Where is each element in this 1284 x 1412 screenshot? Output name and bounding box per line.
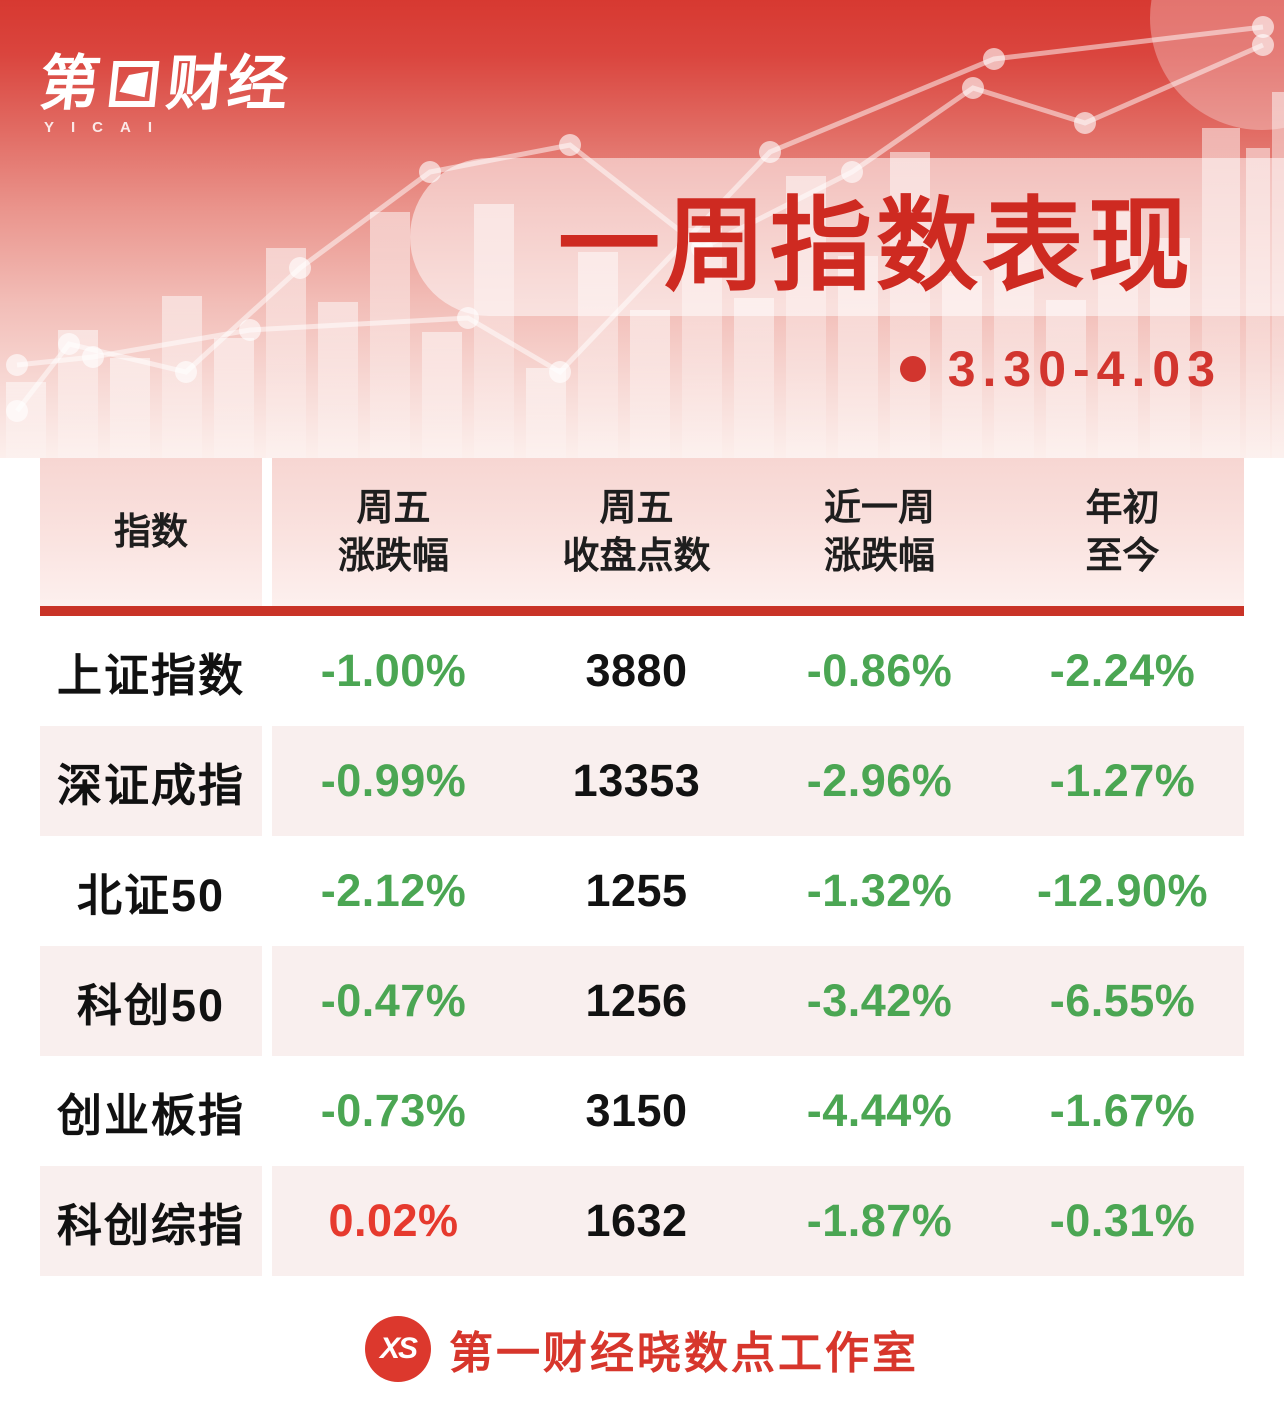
bullet-icon — [899, 356, 926, 382]
studio-name: 第一财经晓数点工作室 — [449, 1329, 919, 1378]
column-header-line: 指数 — [114, 510, 188, 552]
fri-change-cell: -0.73% — [320, 1085, 467, 1136]
column-header-fri-close: 周五 收盘点数 — [515, 458, 758, 606]
ytd-cell: -2.24% — [1049, 645, 1196, 696]
hero-background: 第 财经 YICAI 一周指数表现 3.30-4.03 — [0, 0, 1284, 458]
date-range-text: 3.30-4.03 — [947, 341, 1222, 397]
close-points-cell: 3150 — [585, 1085, 688, 1136]
index-name-cell: 深证成指 — [40, 726, 272, 836]
index-name-cell: 上证指数 — [40, 616, 272, 726]
close-points-cell: 1632 — [585, 1195, 688, 1246]
index-name-cell: 科创50 — [40, 946, 272, 1056]
column-header-line: 涨跌幅 — [338, 535, 449, 576]
column-header-line: 涨跌幅 — [824, 535, 935, 576]
brand-en: YICAI — [44, 119, 170, 136]
close-points-cell: 1256 — [585, 975, 688, 1026]
column-header-line: 年初 — [1085, 486, 1160, 528]
fri-change-cell: 0.02% — [328, 1195, 459, 1246]
table-row: 科创50 -0.47% 1256 -3.42% -6.55% — [40, 946, 1244, 1056]
index-name-cell: 科创综指 — [40, 1166, 272, 1276]
title-banner: 一周指数表现 — [410, 158, 1284, 316]
table-row: 科创综指 0.02% 1632 -1.87% -0.31% — [40, 1166, 1244, 1276]
column-header-index: 指数 — [40, 458, 272, 606]
week-change-cell: -2.96% — [806, 755, 953, 806]
index-name-cell: 创业板指 — [40, 1056, 272, 1166]
week-change-cell: -3.42% — [806, 975, 953, 1026]
brand-logo-box-icon — [108, 61, 160, 107]
ytd-cell: -1.27% — [1049, 755, 1196, 806]
column-header-line: 近一周 — [824, 486, 935, 528]
brand-cn-right: 财经 — [163, 50, 293, 117]
footer: XS 第一财经晓数点工作室 — [0, 1316, 1284, 1382]
column-header-fri-change: 周五 涨跌幅 — [272, 458, 515, 606]
index-name-cell: 北证50 — [40, 836, 272, 946]
week-change-cell: -1.87% — [806, 1195, 953, 1246]
table-row: 创业板指 -0.73% 3150 -4.44% -1.67% — [40, 1056, 1244, 1166]
column-header-line: 周五 — [356, 486, 431, 528]
studio-logo-icon: XS — [365, 1316, 431, 1382]
page-title: 一周指数表现 — [558, 188, 1194, 303]
table-row: 北证50 -2.12% 1255 -1.32% -12.90% — [40, 836, 1244, 946]
fri-change-cell: -0.99% — [320, 755, 467, 806]
close-points-cell: 1255 — [585, 865, 688, 916]
brand-logo-flag-shape — [117, 69, 150, 99]
ytd-cell: -0.31% — [1049, 1195, 1196, 1246]
week-change-cell: -1.32% — [806, 865, 953, 916]
column-header-week-change: 近一周 涨跌幅 — [758, 458, 1001, 606]
column-header-ytd: 年初 至今 — [1001, 458, 1244, 606]
ytd-cell: -1.67% — [1049, 1085, 1196, 1136]
studio-logo-monogram: XS — [379, 1332, 418, 1365]
table-row: 深证成指 -0.99% 13353 -2.96% -1.27% — [40, 726, 1244, 836]
brand-logo-wordmark: 第 财经 — [36, 50, 293, 117]
date-range: 3.30-4.03 — [899, 341, 1222, 397]
week-change-cell: -4.44% — [806, 1085, 953, 1136]
header-divider — [40, 606, 1244, 616]
ytd-cell: -12.90% — [1036, 865, 1209, 916]
fri-change-cell: -0.47% — [320, 975, 467, 1026]
ytd-cell: -6.55% — [1049, 975, 1196, 1026]
fri-change-cell: -2.12% — [320, 865, 467, 916]
table-row: 上证指数 -1.00% 3880 -0.86% -2.24% — [40, 616, 1244, 726]
week-change-cell: -0.86% — [806, 645, 953, 696]
column-header-line: 至今 — [1085, 535, 1160, 576]
brand-logo: 第 财经 YICAI — [36, 50, 293, 136]
column-header-line: 收盘点数 — [562, 535, 711, 576]
fri-change-cell: -1.00% — [320, 645, 467, 696]
index-table: 指数 周五 涨跌幅 周五 收盘点数 近一周 涨跌幅 年初 至今 上证指数 -1.… — [40, 458, 1244, 1276]
close-points-cell: 3880 — [585, 645, 688, 696]
column-header-line: 周五 — [599, 486, 674, 528]
brand-cn-left: 第 — [36, 50, 105, 117]
table-header: 指数 周五 涨跌幅 周五 收盘点数 近一周 涨跌幅 年初 至今 — [40, 458, 1244, 606]
close-points-cell: 13353 — [572, 755, 701, 806]
